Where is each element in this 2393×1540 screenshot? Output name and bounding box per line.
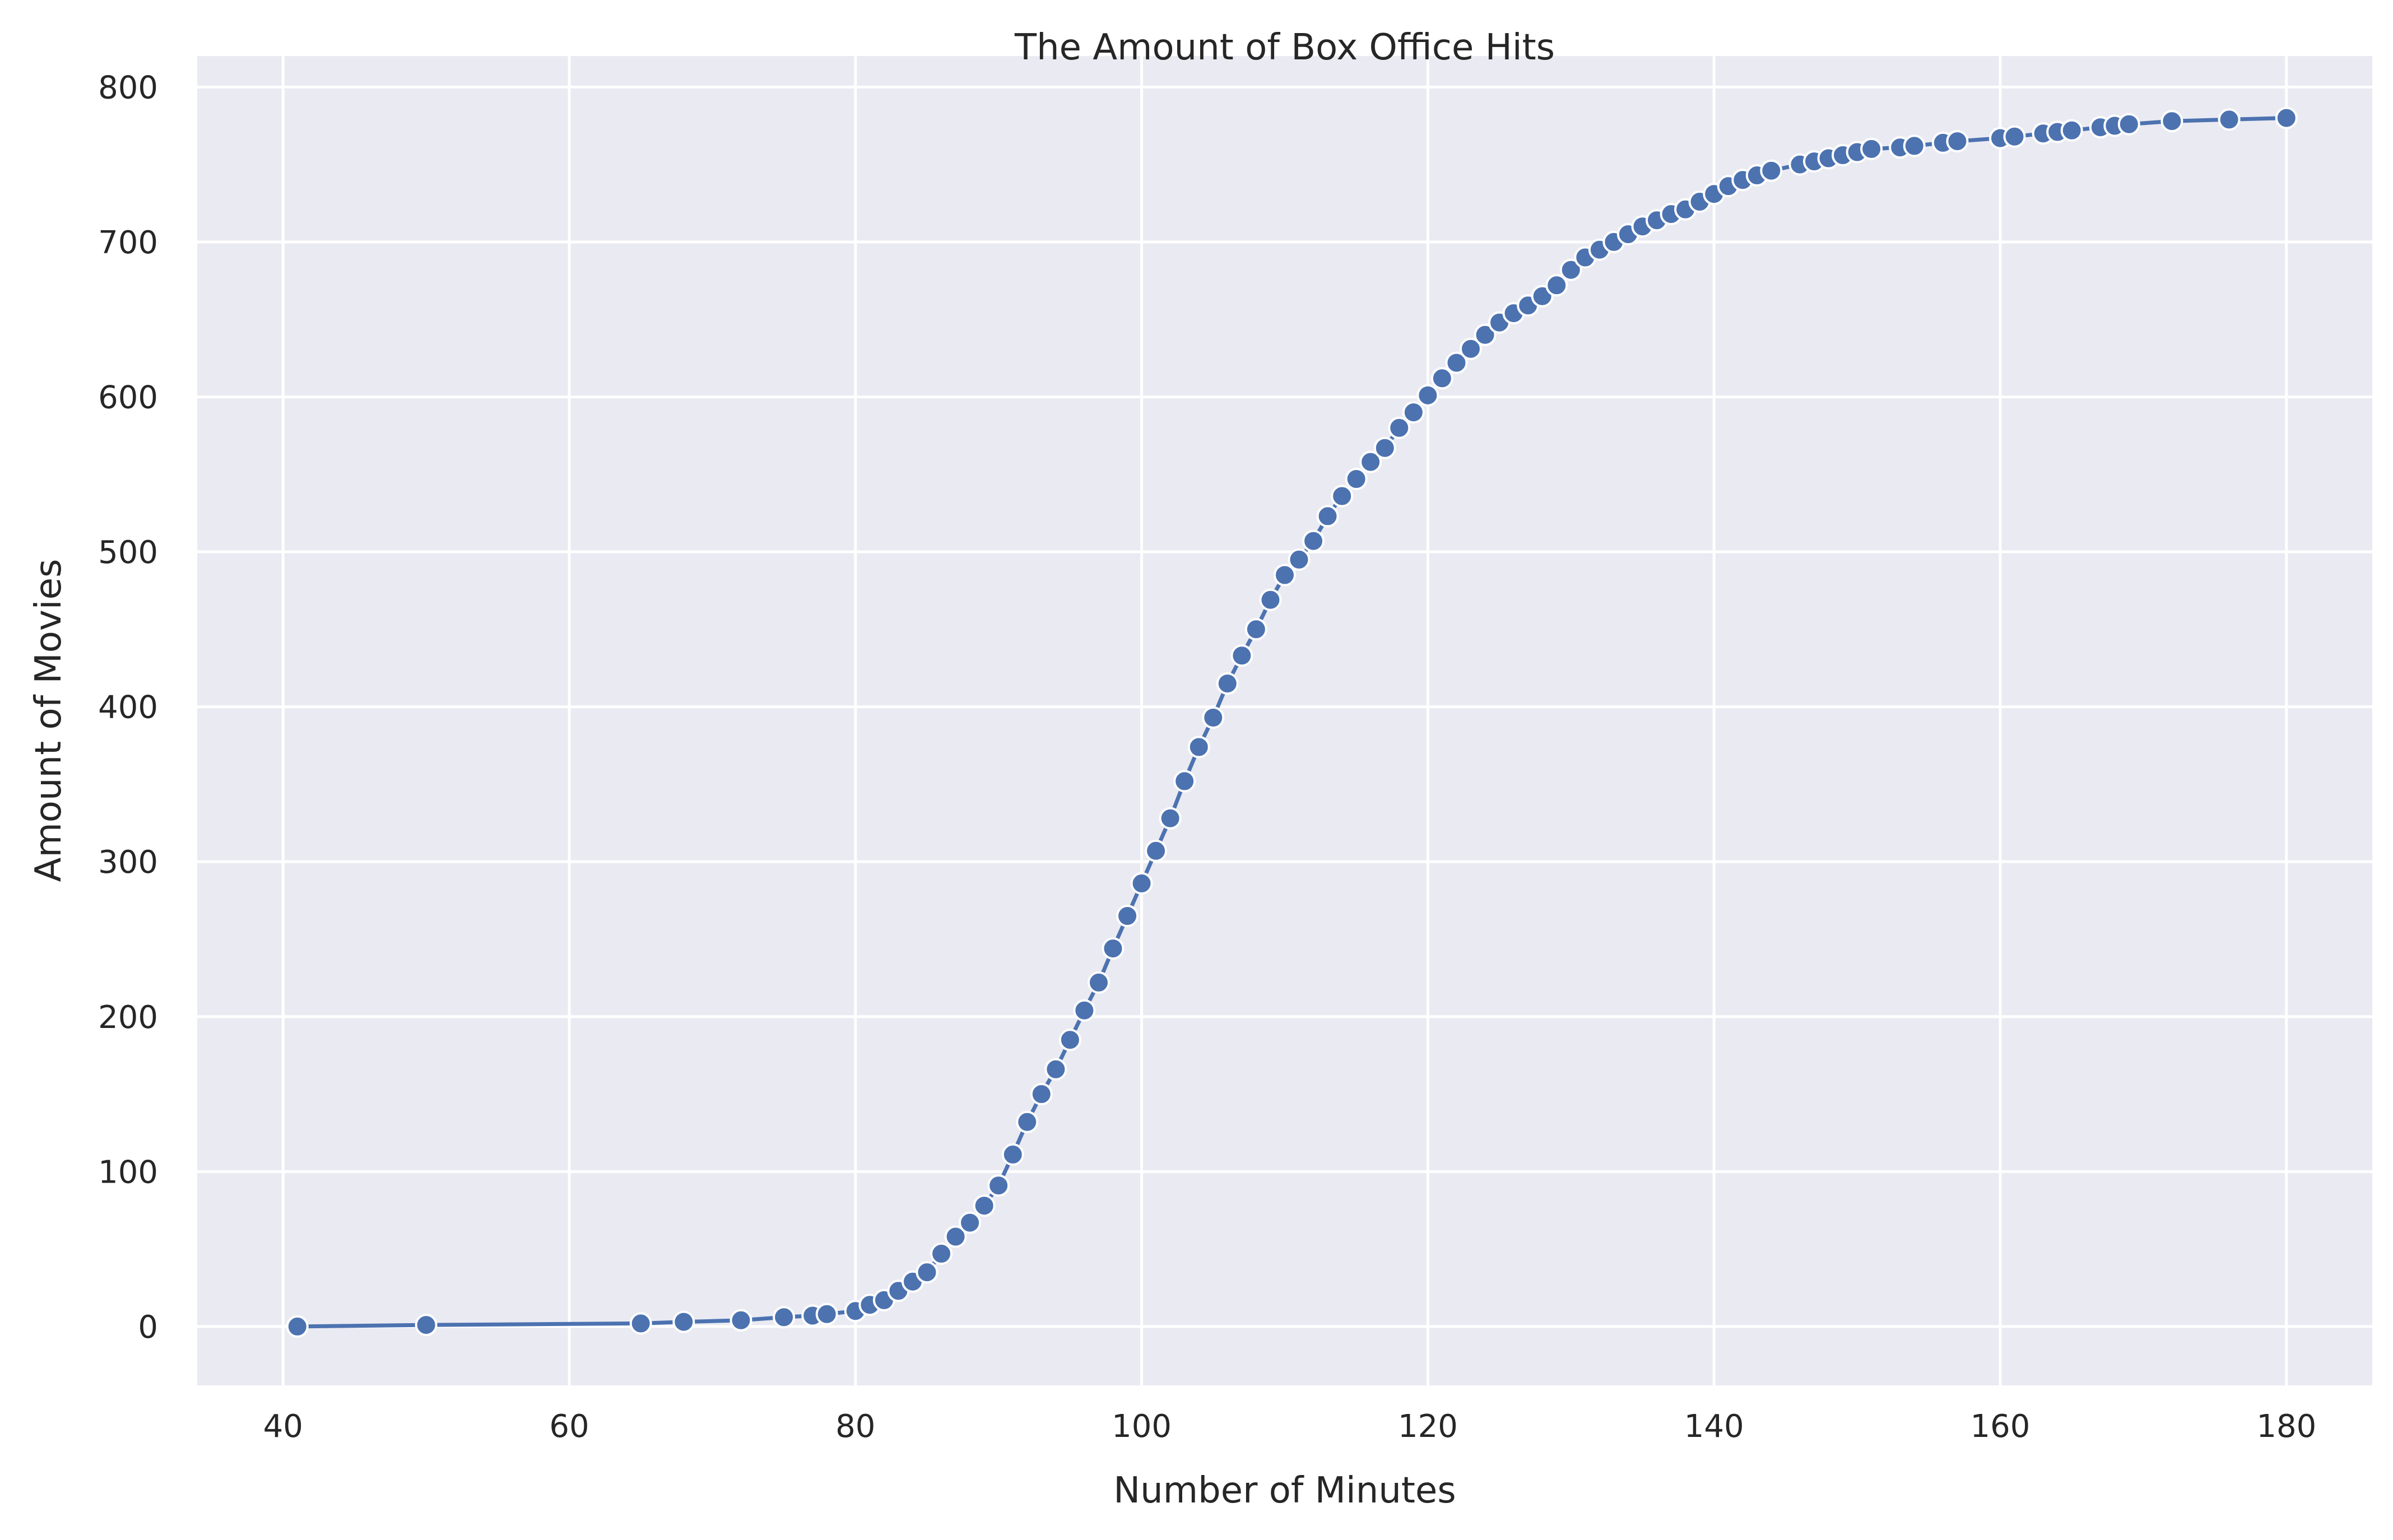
grid: [197, 56, 2372, 1385]
x-tick-label: 160: [1971, 1408, 2030, 1445]
y-tick-label: 600: [98, 379, 158, 416]
data-point: [1445, 351, 1468, 374]
data-point: [1016, 1110, 1039, 1133]
data-point: [2218, 108, 2241, 131]
data-point: [773, 1306, 796, 1329]
data-point: [1073, 999, 1096, 1022]
data-point: [1088, 971, 1110, 994]
data-point: [1345, 468, 1368, 490]
data-point: [2117, 113, 2140, 136]
data-point: [987, 1174, 1010, 1197]
data-point: [1288, 548, 1311, 571]
data-point: [1760, 159, 1783, 182]
data-point: [1545, 274, 1568, 297]
x-tick-label: 100: [1112, 1408, 1172, 1445]
data-point: [815, 1302, 838, 1325]
x-axis-ticks: 40 60 80 100 120 140 160 180: [263, 1408, 2317, 1445]
data-point: [1416, 384, 1439, 407]
x-tick-label: 80: [835, 1408, 875, 1445]
data-point: [286, 1315, 309, 1338]
x-tick-label: 120: [1398, 1408, 1458, 1445]
data-point: [1187, 736, 1210, 759]
data-point: [1373, 436, 1396, 459]
data-point: [1216, 672, 1239, 695]
y-tick-label: 700: [98, 225, 158, 261]
x-tick-label: 40: [263, 1408, 303, 1445]
data-point: [1316, 505, 1339, 528]
data-point: [2003, 125, 2026, 148]
chart-title: The Amount of Box Office Hits: [1014, 27, 1555, 68]
data-point: [1130, 872, 1153, 895]
x-tick-label: 60: [549, 1408, 589, 1445]
data-point: [973, 1194, 996, 1217]
data-point: [1030, 1083, 1053, 1105]
x-axis-label: Number of Minutes: [1113, 1470, 1456, 1511]
data-point: [1460, 337, 1482, 360]
data-point: [1102, 937, 1125, 960]
data-point: [629, 1312, 652, 1335]
data-point: [2160, 110, 2183, 133]
data-point: [1202, 706, 1225, 729]
data-point: [1430, 367, 1453, 390]
data-point: [729, 1309, 752, 1332]
data-point: [1259, 588, 1282, 611]
y-axis-ticks: 0 100 200 300 400 500 600 700 800: [98, 69, 158, 1346]
data-point: [1116, 905, 1139, 927]
y-tick-label: 800: [98, 69, 158, 106]
data-point: [959, 1211, 982, 1234]
data-point: [1173, 770, 1196, 793]
data-point: [1559, 258, 1582, 281]
data-point: [2060, 119, 2083, 142]
series-markers: [286, 106, 2298, 1338]
data-point: [2275, 106, 2298, 129]
data-point: [1044, 1058, 1067, 1081]
data-point: [1388, 416, 1411, 439]
data-point: [1474, 323, 1497, 346]
data-point: [1946, 130, 1969, 153]
data-point: [415, 1314, 438, 1337]
data-point: [944, 1225, 967, 1248]
data-point: [1159, 807, 1182, 830]
data-point: [1244, 618, 1267, 641]
y-tick-label: 300: [98, 844, 158, 881]
data-point: [930, 1242, 953, 1265]
data-point: [916, 1261, 938, 1284]
y-tick-label: 500: [98, 534, 158, 571]
plot-background: [197, 56, 2372, 1385]
data-point: [1058, 1029, 1081, 1052]
y-axis-label: Amount of Movies: [28, 559, 69, 882]
data-point: [1302, 529, 1325, 552]
data-point: [1359, 450, 1382, 473]
data-point: [1331, 485, 1354, 508]
data-point: [672, 1310, 695, 1333]
x-tick-label: 180: [2256, 1408, 2316, 1445]
data-point: [1860, 137, 1883, 160]
y-tick-label: 200: [98, 999, 158, 1036]
data-point: [1145, 839, 1168, 862]
data-point: [1001, 1143, 1024, 1166]
data-point: [1230, 644, 1253, 667]
data-point: [1903, 134, 1926, 157]
data-point: [1402, 401, 1425, 424]
y-tick-label: 400: [98, 690, 158, 726]
y-tick-label: 0: [138, 1309, 158, 1346]
x-tick-label: 140: [1684, 1408, 1744, 1445]
data-point: [1274, 564, 1296, 587]
y-tick-label: 100: [98, 1154, 158, 1190]
